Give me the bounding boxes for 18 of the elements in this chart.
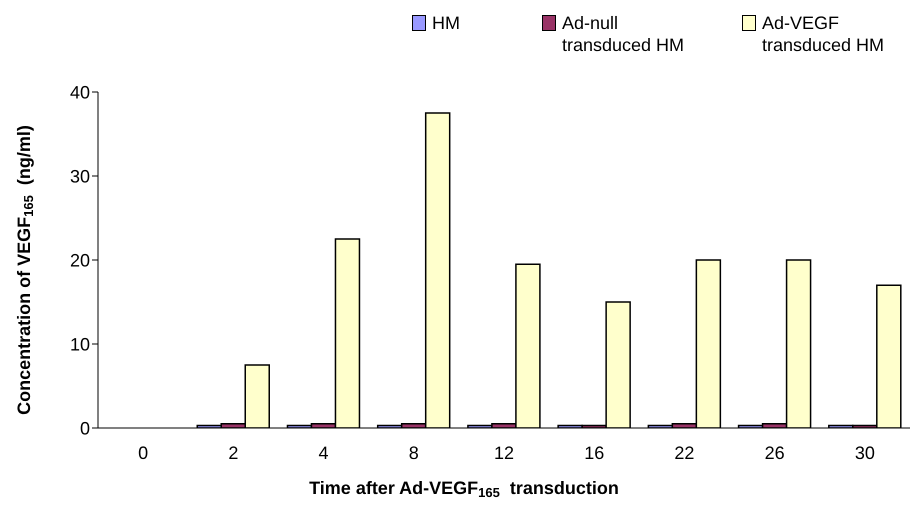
x-tick-label: 16 (584, 442, 604, 463)
y-tick-label: 20 (70, 250, 90, 270)
legend-label: Ad-VEGF transduced HM (762, 12, 886, 56)
legend-label: Ad-null transduced HM (562, 12, 686, 56)
x-tick-label: 12 (494, 442, 514, 463)
y-tick-label: 40 (70, 82, 90, 102)
x-tick-label: 4 (318, 442, 329, 463)
x-tick-label: 26 (764, 442, 785, 463)
x-tick-label: 0 (138, 442, 148, 463)
y-tick-label: 10 (70, 334, 90, 354)
x-tick-label: 2 (228, 442, 238, 463)
y-tick-label: 30 (70, 166, 90, 186)
x-tick-label: 22 (674, 442, 694, 463)
legend-label: HM (432, 12, 460, 34)
y-tick-label: 0 (80, 418, 90, 438)
x-tick-label: 30 (854, 442, 875, 463)
x-axis-title: Time after Ad-VEGF$_{165}$ transduction (309, 478, 619, 500)
x-tick-label: 8 (408, 442, 419, 463)
